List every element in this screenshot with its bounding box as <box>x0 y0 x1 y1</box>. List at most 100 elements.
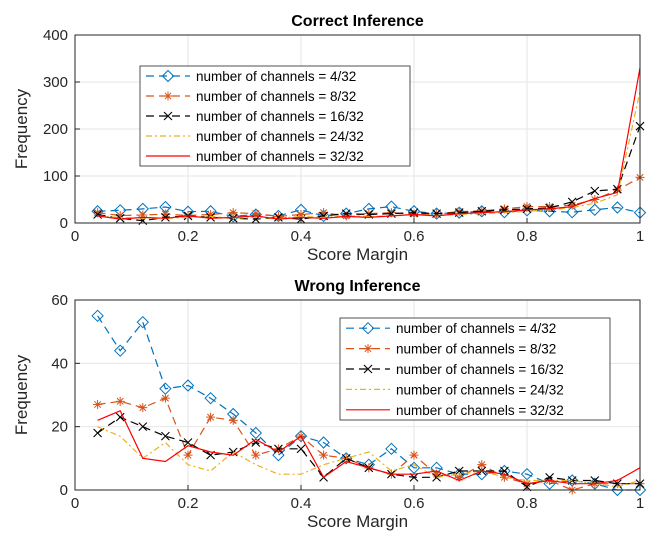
wrong-x-axis-label: Score Margin <box>307 512 408 531</box>
correct-data-point <box>386 208 396 218</box>
correct-data-point <box>93 210 102 219</box>
wrong-data-point <box>432 469 442 479</box>
wrong-data-point <box>228 415 238 425</box>
wrong-chart-title: Wrong Inference <box>295 278 421 295</box>
wrong-data-point <box>161 431 170 441</box>
wrong-data-point <box>204 391 217 405</box>
correct-x-tick-label: 0.6 <box>404 228 425 245</box>
wrong-y-axis-label: Frequency <box>12 354 31 435</box>
wrong-y-tick-label: 40 <box>51 355 68 372</box>
correct-chart-title: Correct Inference <box>291 13 424 30</box>
correct-data-point <box>454 207 464 217</box>
correct-data-point <box>454 208 464 218</box>
correct-y-tick-label: 200 <box>43 121 68 138</box>
correct-data-point <box>228 208 238 218</box>
correct-data-point <box>590 195 600 204</box>
wrong-data-point <box>409 450 419 460</box>
wrong-x-tick-label: 0.2 <box>178 495 199 512</box>
wrong-series-number-of-channels-32-32 <box>97 410 641 485</box>
correct-data-point <box>160 209 170 219</box>
wrong-data-point <box>432 472 441 482</box>
correct-legend-box <box>139 65 411 167</box>
wrong-data-point <box>454 466 464 476</box>
wrong-y-tick-label: 0 <box>60 482 68 499</box>
wrong-axes-box <box>74 299 641 491</box>
wrong-data-point <box>407 461 421 475</box>
wrong-data-point <box>611 483 624 497</box>
correct-data-point <box>545 203 554 213</box>
correct-series-line <box>97 91 641 219</box>
wrong-data-point <box>317 436 330 449</box>
correct-data-point <box>590 186 600 196</box>
wrong-data-point <box>477 460 487 470</box>
correct-data-point <box>611 201 624 214</box>
wrong-legend-marker <box>361 321 375 335</box>
correct-series-number-of-channels-24-32 <box>97 91 641 219</box>
wrong-data-point <box>385 442 398 456</box>
correct-data-point <box>206 210 216 220</box>
correct-legend-entry: number of channels = 16/32 <box>196 109 364 124</box>
correct-y-tick-label: 300 <box>43 74 68 91</box>
correct-data-point <box>115 210 125 220</box>
wrong-data-point <box>138 403 148 413</box>
wrong-data-point <box>319 450 329 460</box>
wrong-data-point <box>206 412 216 422</box>
correct-x-tick-label: 0.2 <box>178 228 199 245</box>
correct-data-point <box>274 212 283 222</box>
wrong-data-point <box>249 426 263 440</box>
wrong-series-number-of-channels-16-32 <box>93 412 645 492</box>
correct-x-axis-label: Score Margin <box>307 245 408 264</box>
wrong-data-point <box>296 444 306 454</box>
wrong-legend-entry: number of channels = 32/32 <box>396 403 564 418</box>
wrong-data-point <box>272 448 285 462</box>
correct-legend: number of channels = 4/32 number of chann… <box>139 65 411 167</box>
wrong-y-tick-label: 20 <box>51 419 68 436</box>
wrong-data-point <box>181 379 195 392</box>
correct-y-axis-label: Frequency <box>12 88 31 169</box>
wrong-data-point <box>499 472 509 482</box>
correct-data-point <box>249 208 263 221</box>
correct-data-point <box>161 212 170 222</box>
correct-data-point <box>251 209 261 219</box>
wrong-data-point <box>454 472 464 482</box>
correct-inference-plot: 0 0.2 0.4 0.6 0.8 1 0 100 200 300 400 Correct Infer… <box>12 13 647 264</box>
wrong-legend: number of channels = 4/32 number of chann… <box>339 317 611 421</box>
correct-data-point <box>499 204 509 214</box>
wrong-data-point <box>339 452 353 465</box>
correct-data-point <box>409 208 419 218</box>
correct-data-point <box>475 205 489 218</box>
correct-data-point <box>138 210 148 220</box>
wrong-legend-marker <box>363 344 373 354</box>
correct-data-point <box>115 213 125 223</box>
wrong-data-point <box>588 477 602 490</box>
correct-legend-entry: number of channels = 32/32 <box>196 149 364 164</box>
correct-data-point <box>588 203 602 217</box>
correct-legend-entry: number of channels = 4/32 <box>196 69 356 84</box>
wrong-legend-entry: number of channels = 4/32 <box>396 321 556 336</box>
correct-data-point <box>296 210 306 220</box>
correct-legend-marker <box>163 91 173 101</box>
wrong-data-point <box>160 393 170 403</box>
correct-data-point <box>545 202 555 212</box>
wrong-legend-marker <box>363 364 373 374</box>
wrong-series-line <box>97 410 641 485</box>
wrong-x-tick-label: 0 <box>71 495 79 512</box>
correct-data-point <box>565 205 579 219</box>
correct-legend-entry: number of channels = 8/32 <box>196 89 356 104</box>
wrong-data-point <box>251 450 261 460</box>
wrong-data-point <box>274 444 283 454</box>
correct-y-tick-label: 0 <box>60 215 68 232</box>
correct-data-point <box>522 204 532 214</box>
wrong-legend-entry: number of channels = 24/32 <box>396 382 564 397</box>
correct-data-point <box>522 202 532 212</box>
correct-series-number-of-channels-32-32 <box>97 67 641 220</box>
correct-x-tick-label: 0.4 <box>291 228 312 245</box>
wrong-x-tick-label: 0.8 <box>517 495 538 512</box>
correct-data-point <box>364 209 374 219</box>
wrong-data-point <box>633 483 647 497</box>
wrong-data-point <box>183 438 193 447</box>
wrong-data-point <box>93 428 102 438</box>
wrong-data-point <box>183 450 193 460</box>
wrong-data-point <box>91 309 104 323</box>
